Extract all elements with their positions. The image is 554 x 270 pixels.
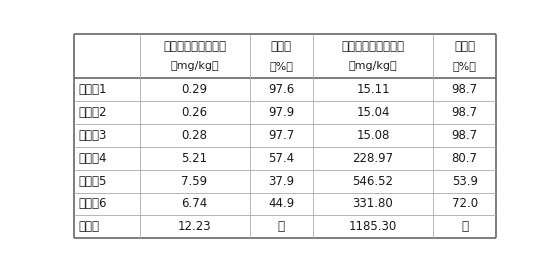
Text: 98.7: 98.7 <box>452 106 478 119</box>
Text: 对比例: 对比例 <box>79 220 100 233</box>
Text: 6.74: 6.74 <box>181 197 208 210</box>
Text: 实施例3: 实施例3 <box>79 129 107 142</box>
Text: 57.4: 57.4 <box>268 152 294 165</box>
Text: 实施例2: 实施例2 <box>79 106 107 119</box>
Text: 去除率: 去除率 <box>454 40 475 53</box>
Text: 实施例5: 实施例5 <box>79 175 107 188</box>
Text: －: － <box>461 220 468 233</box>
Text: 37.9: 37.9 <box>268 175 294 188</box>
Text: （mg/kg）: （mg/kg） <box>348 61 397 71</box>
Text: 331.80: 331.80 <box>353 197 393 210</box>
Text: －: － <box>278 220 285 233</box>
Text: 44.9: 44.9 <box>268 197 295 210</box>
Text: 80.7: 80.7 <box>452 152 478 165</box>
Text: 72.0: 72.0 <box>452 197 478 210</box>
Text: 0.29: 0.29 <box>182 83 208 96</box>
Text: 97.9: 97.9 <box>268 106 295 119</box>
Text: 97.7: 97.7 <box>268 129 295 142</box>
Text: 15.11: 15.11 <box>356 83 390 96</box>
Text: （mg/kg）: （mg/kg） <box>170 61 219 71</box>
Text: 15.04: 15.04 <box>356 106 390 119</box>
Text: 53.9: 53.9 <box>452 175 478 188</box>
Text: 98.7: 98.7 <box>452 129 478 142</box>
Text: 97.6: 97.6 <box>268 83 295 96</box>
Text: 7.59: 7.59 <box>182 175 208 188</box>
Text: 实施例6: 实施例6 <box>79 197 107 210</box>
Text: 5.21: 5.21 <box>182 152 208 165</box>
Text: 实施例1: 实施例1 <box>79 83 107 96</box>
Text: 实施例4: 实施例4 <box>79 152 107 165</box>
Text: 1185.30: 1185.30 <box>349 220 397 233</box>
Text: 本发明提取物铅含量: 本发明提取物铅含量 <box>163 40 226 53</box>
Text: 15.08: 15.08 <box>356 129 389 142</box>
Text: 0.26: 0.26 <box>182 106 208 119</box>
Text: 本发明提取物锷含量: 本发明提取物锷含量 <box>341 40 404 53</box>
Text: （%）: （%） <box>269 61 293 71</box>
Text: （%）: （%） <box>453 61 476 71</box>
Text: 98.7: 98.7 <box>452 83 478 96</box>
Text: 228.97: 228.97 <box>352 152 393 165</box>
Text: 0.28: 0.28 <box>182 129 208 142</box>
Text: 546.52: 546.52 <box>352 175 393 188</box>
Text: 12.23: 12.23 <box>178 220 212 233</box>
Text: 去除率: 去除率 <box>271 40 292 53</box>
